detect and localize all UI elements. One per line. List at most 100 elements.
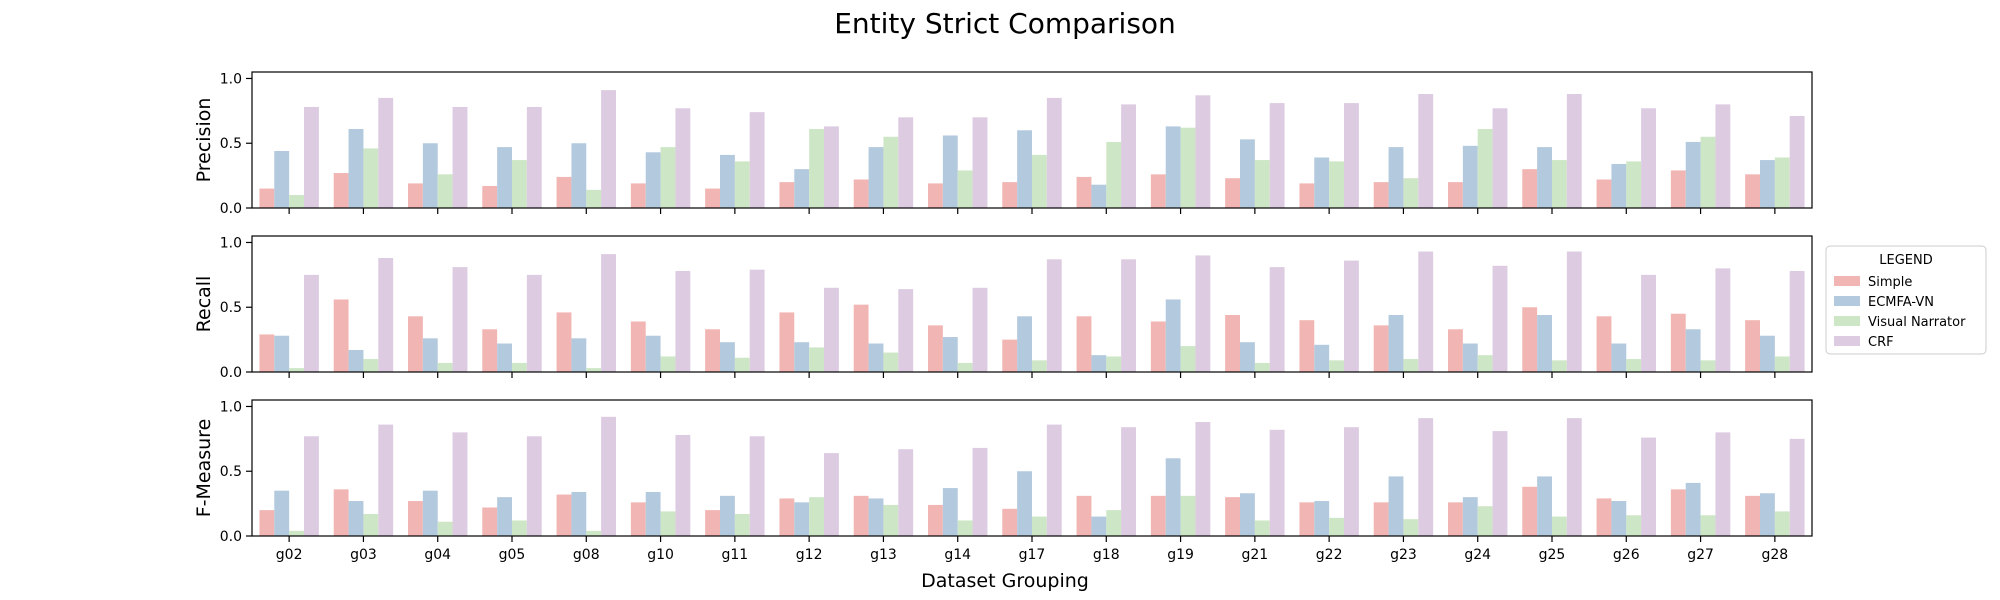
bar-visual-narrator-g17: [1032, 360, 1047, 372]
bar-visual-narrator-g10: [660, 147, 676, 208]
bar-simple-g26: [1596, 179, 1612, 208]
bar-visual-narrator-g04: [437, 521, 453, 536]
bar-simple-g13: [853, 304, 869, 372]
x-tick-label: g24: [1464, 547, 1491, 563]
x-tick-label: g22: [1316, 547, 1343, 563]
bar-crf-g24: [1492, 265, 1508, 372]
bar-simple-g23: [1373, 325, 1389, 372]
bar-crf-g23: [1418, 418, 1434, 536]
y-tick-label: 0.0: [220, 201, 242, 217]
bar-ecmfa-vn-g04: [422, 143, 438, 208]
bar-crf-g14: [972, 287, 988, 372]
x-tick-label: g21: [1242, 547, 1269, 563]
bar-visual-narrator-g11: [734, 357, 750, 372]
bar-visual-narrator-g08: [586, 530, 602, 536]
bar-simple-g11: [705, 510, 720, 536]
bar-ecmfa-vn-g04: [422, 490, 438, 536]
x-axis-label: Dataset Grouping: [921, 570, 1089, 592]
bar-crf-g25: [1566, 418, 1582, 536]
bar-visual-narrator-g17: [1032, 154, 1047, 208]
bar-ecmfa-vn-g26: [1611, 163, 1627, 208]
bar-visual-narrator-g11: [734, 513, 750, 536]
bar-simple-g03: [333, 299, 349, 372]
bar-crf-g02: [304, 436, 319, 536]
legend-label: Visual Narrator: [1868, 315, 1966, 330]
bar-simple-g26: [1596, 498, 1612, 536]
chart-title: Entity Strict Comparison: [834, 7, 1176, 40]
bar-simple-g17: [1002, 508, 1018, 536]
bar-crf-g17: [1046, 97, 1062, 208]
bar-ecmfa-vn-g14: [942, 337, 958, 372]
bar-simple-g10: [630, 502, 646, 536]
bar-simple-g13: [853, 179, 869, 208]
bar-crf-g19: [1195, 422, 1211, 536]
bar-visual-narrator-g27: [1700, 515, 1716, 536]
y-tick-label: 0.5: [220, 300, 242, 316]
bar-simple-g23: [1373, 502, 1389, 536]
bar-simple-g28: [1745, 495, 1760, 536]
bar-crf-g12: [824, 126, 839, 208]
bar-visual-narrator-g21: [1254, 362, 1270, 372]
bar-simple-g14: [928, 325, 943, 372]
bar-crf-g22: [1344, 103, 1359, 208]
bar-ecmfa-vn-g22: [1314, 501, 1330, 536]
bar-simple-g11: [705, 329, 720, 372]
bar-simple-g12: [779, 182, 795, 208]
bar-simple-g22: [1299, 502, 1315, 536]
bar-crf-g28: [1789, 270, 1805, 372]
bar-ecmfa-vn-g26: [1611, 343, 1627, 372]
bar-simple-g08: [556, 176, 572, 208]
bar-visual-narrator-g26: [1626, 161, 1642, 208]
bar-crf-g27: [1715, 104, 1731, 208]
bar-crf-g18: [1121, 259, 1136, 372]
bar-ecmfa-vn-g24: [1462, 497, 1478, 536]
bar-ecmfa-vn-g11: [720, 342, 735, 372]
legend-swatch-simple: [1834, 276, 1860, 286]
bar-ecmfa-vn-g13: [868, 343, 884, 372]
bar-visual-narrator-g04: [437, 174, 453, 208]
bar-crf-g08: [601, 90, 616, 208]
x-tick-label: g03: [350, 547, 377, 563]
x-tick-label: g14: [944, 547, 971, 563]
bar-visual-narrator-g18: [1106, 510, 1122, 536]
x-tick-label: g13: [870, 547, 897, 563]
bar-crf-g18: [1121, 104, 1136, 208]
bar-visual-narrator-g13: [883, 504, 899, 536]
y-tick-label: 1.0: [220, 399, 242, 415]
bar-visual-narrator-g05: [512, 520, 527, 536]
bar-crf-g10: [675, 434, 691, 536]
bar-crf-g28: [1789, 116, 1805, 208]
bar-crf-g21: [1269, 267, 1285, 372]
bar-crf-g23: [1418, 251, 1434, 372]
bar-simple-g21: [1225, 178, 1240, 208]
bar-visual-narrator-g10: [660, 511, 676, 536]
bar-ecmfa-vn-g12: [794, 502, 810, 536]
bar-crf-g11: [749, 269, 765, 372]
bar-crf-g22: [1344, 427, 1359, 536]
x-tick-label: g12: [796, 547, 823, 563]
bar-crf-g25: [1566, 94, 1582, 208]
panel-f-measure: 0.0 0.5 1.0 g02 g03 g04 g05 g08 g10 g11 g12 g13 g14 g…: [193, 399, 1813, 563]
bar-visual-narrator-g25: [1552, 160, 1567, 208]
bar-visual-narrator-g12: [809, 497, 824, 536]
bar-ecmfa-vn-g25: [1537, 476, 1552, 536]
bar-crf-g14: [972, 117, 988, 208]
bar-crf-g27: [1715, 432, 1731, 536]
bar-visual-narrator-g25: [1552, 516, 1567, 536]
bar-simple-g18: [1076, 316, 1092, 372]
bar-simple-g27: [1670, 313, 1686, 372]
bar-simple-g08: [556, 312, 572, 372]
bar-simple-g21: [1225, 497, 1240, 536]
bar-crf-g25: [1566, 251, 1582, 372]
bar-simple-g25: [1522, 486, 1538, 536]
bar-simple-g14: [928, 504, 943, 536]
legend-box: [1825, 245, 1987, 355]
bar-ecmfa-vn-g27: [1685, 141, 1701, 208]
bar-ecmfa-vn-g12: [794, 169, 810, 208]
bar-ecmfa-vn-g13: [868, 498, 884, 536]
bar-ecmfa-vn-g10: [645, 335, 661, 372]
bar-crf-g13: [898, 449, 914, 536]
x-tick-label: g04: [424, 547, 451, 563]
bar-visual-narrator-g04: [437, 362, 453, 372]
bar-simple-g25: [1522, 169, 1538, 208]
